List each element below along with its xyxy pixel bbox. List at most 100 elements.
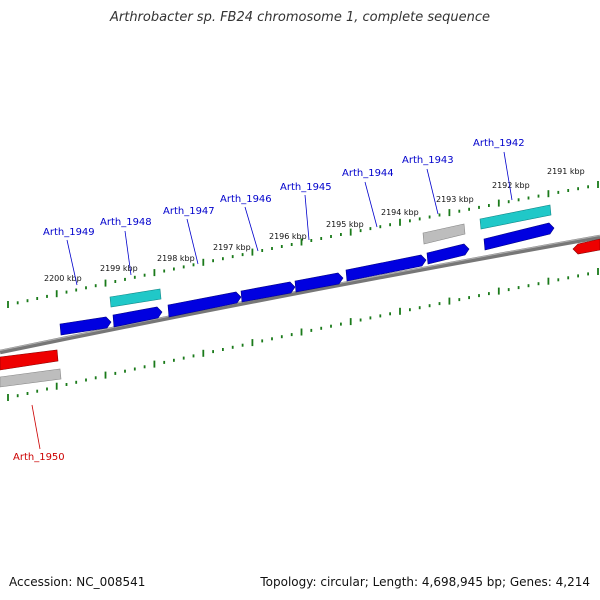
kbp-label: 2192 kbp	[492, 181, 530, 190]
minor-tick	[143, 365, 146, 369]
minor-tick	[124, 369, 126, 373]
minor-tick	[143, 273, 146, 277]
minor-tick	[26, 299, 29, 303]
minor-tick	[557, 190, 560, 194]
minor-tick	[330, 324, 332, 328]
minor-tick	[85, 378, 87, 382]
forward-gene-arrow	[240, 281, 296, 303]
minor-tick	[478, 294, 480, 298]
minor-tick	[379, 314, 382, 318]
minor-tick	[537, 194, 540, 198]
minor-tick	[507, 200, 510, 204]
minor-tick	[587, 185, 589, 189]
major-tick	[300, 238, 303, 246]
minor-tick	[428, 304, 431, 308]
minor-tick	[340, 322, 342, 326]
minor-tick	[567, 276, 570, 280]
minor-tick	[231, 255, 234, 259]
major-tick	[251, 339, 254, 347]
forward-gene-arrow	[294, 272, 344, 293]
minor-tick	[26, 392, 29, 395]
minor-tick	[192, 263, 195, 267]
gene-label: Arth_1949	[43, 227, 95, 238]
major-tick	[349, 228, 352, 236]
minor-tick	[65, 290, 68, 294]
minor-tick	[182, 356, 185, 360]
kbp-label: 2198 kbp	[157, 254, 195, 263]
forward-gene-arrow	[483, 222, 555, 251]
chromosome-backbone	[0, 234, 600, 355]
minor-tick	[320, 326, 323, 330]
kbp-label: 2196 kbp	[269, 232, 307, 241]
major-tick	[7, 394, 9, 401]
major-tick	[153, 269, 156, 277]
minor-tick	[182, 265, 185, 269]
gene-label: Arth_1947	[163, 206, 215, 217]
minor-tick	[458, 298, 461, 302]
forward-gene-arrow	[167, 291, 242, 318]
kbp-scale-labels: 2191 kbp 2192 kbp 2193 kbp 2194 kbp 2195…	[44, 167, 585, 283]
minor-tick	[94, 376, 97, 380]
minor-tick	[261, 249, 264, 252]
major-tick	[55, 290, 58, 298]
outer-feature-track	[0, 204, 552, 388]
minor-tick	[271, 247, 273, 250]
forward-gene-arrow	[345, 254, 427, 282]
major-tick	[7, 301, 9, 308]
minor-tick	[163, 360, 166, 364]
kbp-label: 2200 kbp	[44, 274, 82, 283]
minor-tick	[379, 225, 382, 229]
major-tick	[448, 297, 451, 305]
minor-tick	[114, 280, 117, 283]
minor-tick	[369, 227, 372, 231]
reverse-gene-arrow	[572, 238, 600, 255]
minor-tick	[75, 288, 78, 292]
minor-tick	[124, 277, 126, 281]
minor-tick	[577, 187, 579, 191]
minor-tick	[290, 243, 293, 246]
major-tick	[547, 190, 550, 198]
accession-text: Accession: NC_008541	[9, 575, 146, 589]
kbp-label: 2195 kbp	[326, 220, 364, 229]
minor-tick	[271, 337, 273, 341]
minor-tick	[428, 215, 431, 219]
kbp-label: 2197 kbp	[213, 243, 251, 252]
minor-tick	[587, 272, 589, 276]
other-feature	[422, 223, 466, 245]
gene-labels: Arth_1942 Arth_1943 Arth_1944 Arth_1945 …	[13, 138, 525, 463]
minor-tick	[567, 189, 570, 192]
forward-gene-arrow	[59, 316, 112, 336]
minor-tick	[458, 209, 461, 213]
minor-tick	[369, 316, 372, 320]
minor-tick	[438, 213, 441, 217]
minor-tick	[94, 284, 97, 288]
minor-tick	[320, 237, 323, 240]
major-tick	[597, 268, 599, 275]
label-leaders	[31, 151, 513, 450]
minor-tick	[310, 239, 313, 242]
major-tick	[202, 349, 205, 357]
map-title: Arthrobacter sp. FB24 chromosome 1, comp…	[109, 10, 491, 25]
minor-tick	[280, 335, 283, 339]
minor-tick	[173, 358, 175, 362]
minor-tick	[212, 259, 214, 263]
minor-tick	[577, 274, 579, 278]
minor-tick	[133, 275, 136, 279]
major-tick	[349, 318, 352, 326]
minor-tick	[280, 245, 283, 248]
minor-tick	[65, 383, 68, 386]
major-tick	[497, 287, 500, 295]
minor-tick	[16, 301, 19, 305]
major-tick	[399, 218, 401, 226]
minor-tick	[359, 318, 362, 322]
minor-tick	[478, 205, 480, 209]
minor-tick	[36, 389, 39, 393]
minor-tick	[468, 207, 470, 211]
minor-tick	[340, 233, 342, 236]
major-tick	[300, 328, 303, 336]
rna-gene	[479, 204, 552, 230]
minor-tick	[488, 292, 490, 296]
upper-tick-track	[7, 181, 599, 308]
minor-tick	[468, 296, 470, 300]
